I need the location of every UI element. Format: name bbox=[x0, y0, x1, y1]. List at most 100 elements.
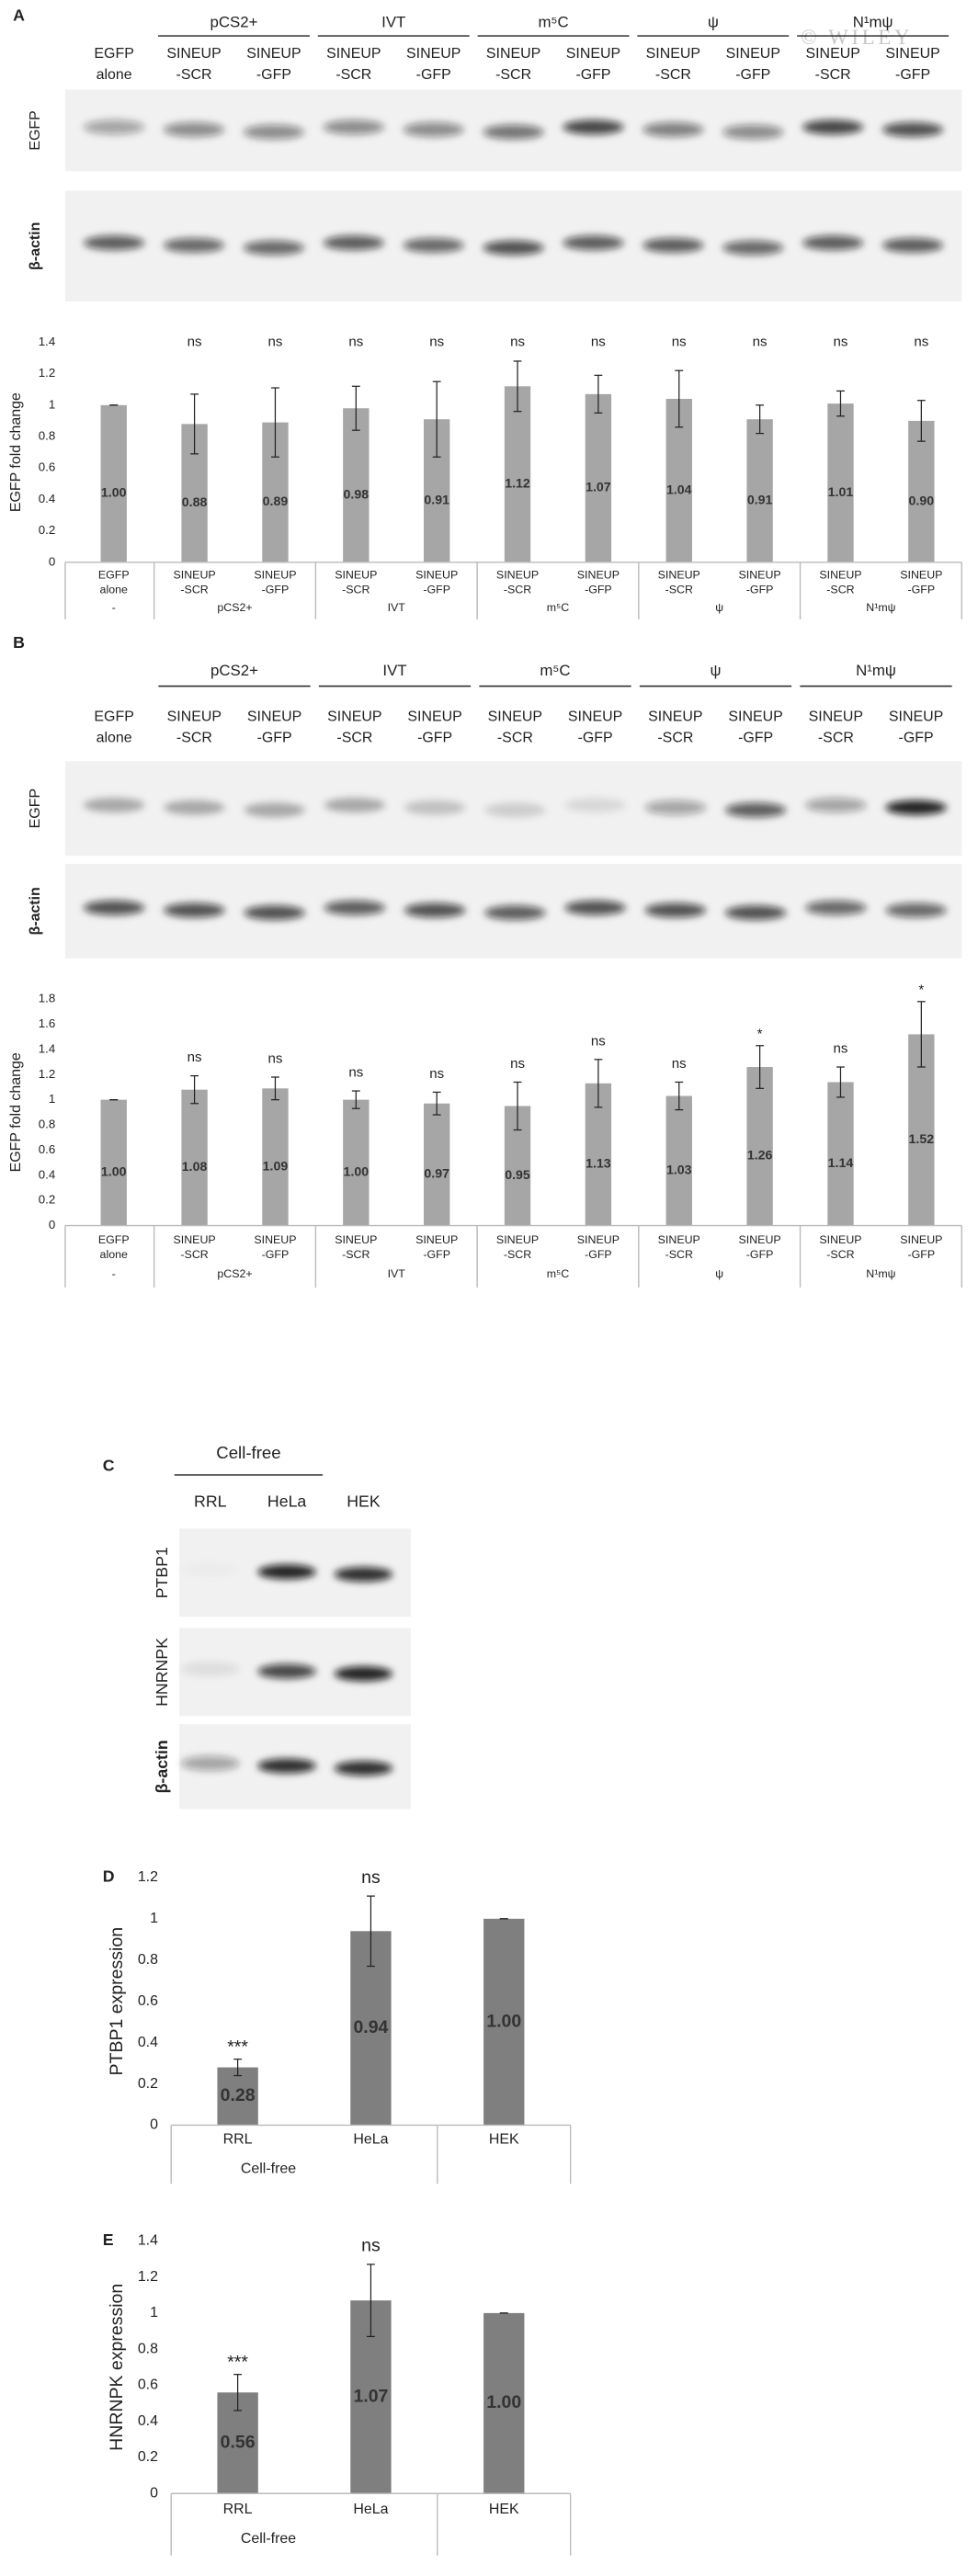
band bbox=[564, 900, 626, 915]
lane-label: EGFP bbox=[94, 46, 133, 62]
error-bar bbox=[675, 369, 684, 428]
lane-label: -GFP bbox=[899, 731, 934, 746]
significance: ns bbox=[267, 334, 282, 349]
value-label: 0.90 bbox=[909, 494, 935, 508]
band bbox=[564, 798, 626, 813]
y-tick-label: 1.6 bbox=[39, 1016, 56, 1030]
band bbox=[83, 798, 145, 813]
lane-label: SINEUP bbox=[805, 46, 859, 62]
y-tick-label: 1.2 bbox=[39, 366, 56, 380]
band bbox=[84, 235, 145, 251]
row-label: HNRNPK bbox=[153, 1638, 171, 1707]
lane-label: -SCR bbox=[176, 67, 212, 83]
group-label: N¹mψ bbox=[856, 662, 896, 679]
row-label: PTBP1 bbox=[153, 1547, 171, 1598]
y-tick-label: 0 bbox=[150, 2485, 158, 2501]
band bbox=[324, 900, 386, 915]
value-label: 0.91 bbox=[424, 493, 449, 507]
y-tick-label: 1.4 bbox=[138, 2233, 158, 2249]
significance: *** bbox=[227, 2037, 248, 2057]
lane-label: -GFP bbox=[417, 731, 452, 746]
x-tick-label: -SCR bbox=[665, 1248, 693, 1261]
x-tick-label: SINEUP bbox=[739, 1233, 781, 1246]
band bbox=[334, 1567, 393, 1583]
band bbox=[181, 1661, 240, 1676]
x-tick-label: -GFP bbox=[585, 1248, 612, 1261]
error-bar bbox=[190, 393, 199, 455]
value-label: 1.00 bbox=[101, 486, 127, 501]
band bbox=[164, 902, 225, 918]
x-tick-label: SINEUP bbox=[577, 568, 620, 581]
x-tick-label: SINEUP bbox=[819, 568, 861, 581]
band bbox=[802, 235, 864, 251]
group-label: N¹mψ bbox=[866, 601, 895, 614]
y-tick-label: 0.2 bbox=[39, 1193, 56, 1207]
group-label: ψ bbox=[715, 1267, 723, 1280]
error-bar bbox=[513, 1081, 522, 1131]
value-label: 1.07 bbox=[586, 481, 611, 495]
bar bbox=[746, 1067, 773, 1226]
group-label: IVT bbox=[382, 662, 406, 679]
value-label: 1.07 bbox=[353, 2386, 388, 2406]
error-bar bbox=[367, 1895, 375, 1968]
x-tick-label: SINEUP bbox=[496, 1233, 539, 1246]
y-tick-label: 1 bbox=[150, 1911, 158, 1926]
significance: ns bbox=[429, 1066, 444, 1082]
lane-label: SINEUP bbox=[406, 46, 461, 62]
x-tick-label: -SCR bbox=[180, 1248, 208, 1261]
y-tick-label: 0.2 bbox=[138, 2076, 158, 2092]
group-label: pCS2+ bbox=[217, 601, 252, 614]
significance: ns bbox=[510, 334, 525, 349]
band bbox=[83, 900, 145, 915]
group-label: m⁵C bbox=[547, 1267, 569, 1280]
panel-letter: D bbox=[103, 1867, 115, 1886]
band bbox=[484, 802, 546, 818]
error-bar bbox=[756, 404, 765, 435]
bar bbox=[908, 420, 935, 562]
y-tick-label: 0.8 bbox=[138, 1952, 158, 1968]
row-label: β-actin bbox=[153, 1740, 171, 1793]
error-bar bbox=[916, 1001, 926, 1068]
x-tick-label: -GFP bbox=[262, 583, 290, 596]
x-tick-label: HEK bbox=[489, 2502, 519, 2517]
x-tick-label: -SCR bbox=[342, 583, 370, 596]
value-label: 1.01 bbox=[828, 485, 854, 500]
band bbox=[885, 800, 947, 815]
group-label: pCS2+ bbox=[210, 13, 258, 30]
band bbox=[243, 240, 304, 255]
band bbox=[805, 900, 867, 915]
lane-label: -GFP bbox=[738, 731, 773, 746]
y-axis-label: EGFP fold change bbox=[8, 392, 24, 512]
significance: ns bbox=[591, 334, 606, 349]
x-tick-label: -SCR bbox=[504, 583, 531, 596]
x-tick-label: SINEUP bbox=[335, 1233, 377, 1246]
y-tick-label: 1.8 bbox=[39, 992, 56, 1005]
value-label: 0.89 bbox=[263, 494, 289, 509]
band bbox=[722, 124, 784, 140]
error-bar bbox=[271, 1076, 279, 1101]
significance: ns bbox=[267, 1050, 282, 1066]
group-label: m⁵C bbox=[540, 662, 570, 679]
y-axis-label: HNRNPK expression bbox=[107, 2284, 127, 2451]
error-bar bbox=[351, 1090, 360, 1109]
x-tick-label: SINEUP bbox=[658, 568, 700, 581]
x-tick-label: -GFP bbox=[908, 1248, 936, 1261]
error-bar bbox=[190, 1075, 199, 1105]
y-axis-label: PTBP1 expression bbox=[107, 1927, 127, 2076]
significance: ns bbox=[914, 334, 928, 349]
band bbox=[257, 1663, 316, 1679]
y-tick-label: 0.8 bbox=[39, 1118, 56, 1131]
lane-label: -SCR bbox=[495, 67, 531, 83]
band bbox=[805, 798, 867, 813]
bar bbox=[827, 403, 854, 562]
lane-label: SINEUP bbox=[247, 709, 301, 725]
x-tick-label: -GFP bbox=[746, 1248, 774, 1261]
value-label: 1.03 bbox=[666, 1163, 692, 1177]
error-bar bbox=[351, 385, 360, 431]
y-tick-label: 1 bbox=[150, 2305, 158, 2321]
y-axis-label: EGFP fold change bbox=[8, 1052, 24, 1172]
group-label: pCS2+ bbox=[217, 1267, 252, 1280]
group-label: ψ bbox=[715, 601, 723, 614]
group-label: Cell-free bbox=[241, 2162, 296, 2177]
row-label: EGFP bbox=[28, 789, 43, 828]
